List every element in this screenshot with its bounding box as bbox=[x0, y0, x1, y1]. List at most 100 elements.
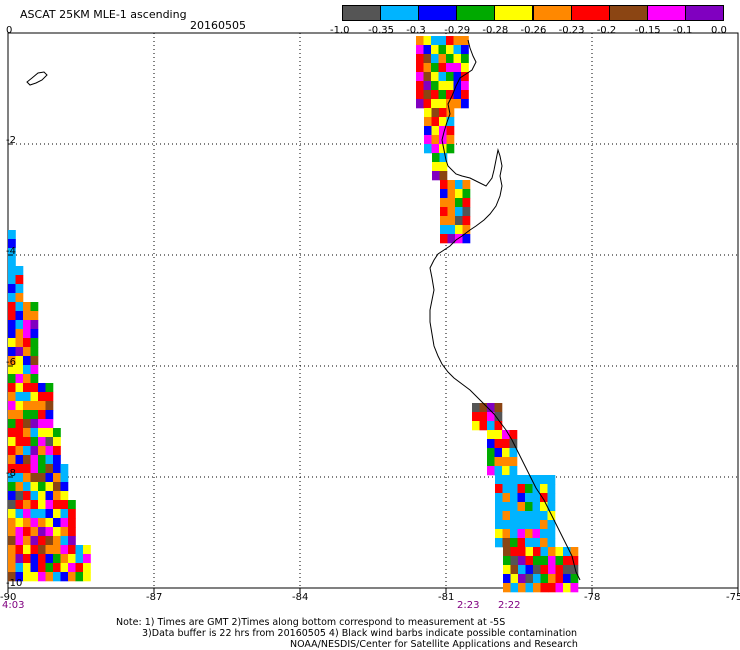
wind-cell bbox=[462, 198, 471, 208]
wind-cell bbox=[60, 572, 69, 582]
wind-cell bbox=[540, 511, 548, 521]
wind-cell bbox=[446, 90, 454, 100]
wind-cell bbox=[23, 410, 31, 420]
wind-cell bbox=[60, 545, 69, 555]
y-tick-label: -10 bbox=[6, 578, 23, 589]
wind-cell bbox=[517, 538, 526, 548]
y-tick-label: 0 bbox=[6, 25, 13, 36]
wind-cell bbox=[23, 491, 31, 501]
wind-cell bbox=[416, 45, 424, 55]
wind-cell bbox=[15, 509, 24, 519]
wind-cell bbox=[547, 493, 556, 503]
wind-cell bbox=[423, 81, 432, 91]
wind-cell bbox=[533, 547, 541, 557]
wind-cell bbox=[30, 302, 39, 312]
wind-cell bbox=[23, 392, 31, 402]
wind-cell bbox=[447, 225, 456, 235]
wind-cell bbox=[38, 428, 46, 438]
wind-cell bbox=[502, 493, 511, 503]
wind-cell bbox=[438, 81, 447, 91]
wind-cell bbox=[432, 153, 440, 163]
wind-cell bbox=[510, 502, 518, 512]
note-line-1: Note: 1) Times are GMT 2)Times along bot… bbox=[116, 617, 506, 628]
wind-cell bbox=[540, 547, 549, 557]
wind-cell bbox=[439, 171, 448, 181]
wind-cell bbox=[15, 563, 24, 573]
wind-cell bbox=[453, 90, 462, 100]
wind-cell bbox=[45, 482, 54, 492]
wind-cell bbox=[461, 54, 469, 64]
wind-cell bbox=[439, 144, 447, 154]
wind-cell bbox=[439, 162, 448, 172]
wind-cell bbox=[431, 45, 439, 55]
wind-cell bbox=[15, 392, 24, 402]
wind-cell bbox=[438, 63, 447, 73]
wind-cell bbox=[15, 437, 24, 447]
map-frame bbox=[7, 32, 739, 589]
wind-cell bbox=[510, 547, 519, 557]
wind-cell bbox=[8, 563, 16, 573]
wind-cell bbox=[23, 554, 31, 564]
wind-cell bbox=[30, 320, 39, 330]
wind-cell bbox=[8, 518, 16, 528]
wind-cell bbox=[38, 518, 46, 528]
wind-cell bbox=[38, 482, 46, 492]
wind-cell bbox=[431, 135, 440, 145]
wind-cell bbox=[439, 153, 448, 163]
wind-cell bbox=[45, 545, 54, 555]
wind-cell bbox=[509, 466, 518, 476]
wind-cell bbox=[453, 81, 462, 91]
wind-cell bbox=[30, 356, 39, 366]
wind-cell bbox=[30, 500, 39, 510]
wind-cell bbox=[53, 563, 61, 573]
wind-cell bbox=[472, 412, 480, 422]
wind-cell bbox=[547, 484, 556, 494]
wind-cell bbox=[8, 419, 16, 429]
wind-cell bbox=[75, 554, 84, 564]
wind-cell bbox=[23, 473, 31, 483]
wind-cell bbox=[555, 565, 564, 575]
wind-cell bbox=[555, 574, 564, 584]
wind-cell bbox=[495, 493, 503, 503]
wind-cell bbox=[446, 54, 454, 64]
wind-cell bbox=[15, 446, 24, 456]
wind-cell bbox=[462, 216, 471, 226]
wind-cell bbox=[30, 482, 39, 492]
wind-cell bbox=[502, 502, 511, 512]
wind-cell bbox=[8, 257, 16, 267]
wind-cell bbox=[45, 419, 54, 429]
wind-cell bbox=[23, 383, 31, 393]
wind-cell bbox=[510, 484, 518, 494]
wind-cell bbox=[416, 54, 424, 64]
wind-cell bbox=[472, 403, 480, 413]
wind-cell bbox=[8, 491, 16, 501]
wind-cell bbox=[525, 511, 533, 521]
wind-cell bbox=[440, 180, 448, 190]
wind-cell bbox=[431, 126, 440, 136]
wind-cell bbox=[45, 455, 54, 465]
wind-cell bbox=[525, 502, 533, 512]
wind-cell bbox=[487, 430, 495, 440]
wind-cell bbox=[440, 207, 448, 217]
wind-cell bbox=[503, 574, 511, 584]
wind-cells bbox=[8, 36, 579, 593]
wind-cell bbox=[38, 392, 46, 402]
x-tick-label: -81 bbox=[438, 592, 455, 603]
wind-cell bbox=[53, 518, 61, 528]
wind-cell bbox=[30, 329, 39, 339]
wind-cell bbox=[494, 430, 503, 440]
wind-cell bbox=[60, 500, 69, 510]
wind-cell bbox=[532, 529, 541, 539]
wind-cell bbox=[8, 446, 16, 456]
wind-cell bbox=[423, 45, 432, 55]
wind-cell bbox=[53, 482, 61, 492]
wind-cell bbox=[510, 565, 519, 575]
wind-cell bbox=[446, 81, 454, 91]
wind-cell bbox=[446, 63, 454, 73]
wind-cell bbox=[494, 457, 503, 467]
wind-cell bbox=[570, 556, 579, 566]
wind-cell bbox=[446, 72, 454, 82]
wind-cell bbox=[15, 410, 24, 420]
wind-cell bbox=[431, 63, 439, 73]
wind-cell bbox=[60, 473, 69, 483]
